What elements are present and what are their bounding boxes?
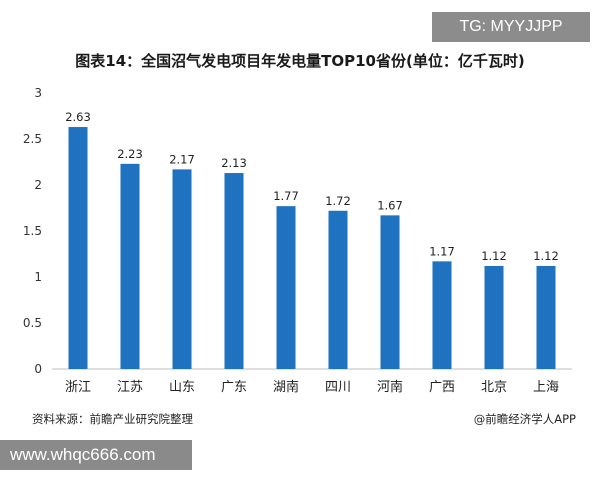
bar xyxy=(380,215,400,369)
data-label: 1.12 xyxy=(533,249,559,263)
y-tick-label: 3 xyxy=(34,86,42,100)
bar xyxy=(536,265,556,369)
data-label: 1.12 xyxy=(481,249,507,263)
source-note: 资料来源：前瞻产业研究院整理 xyxy=(32,412,193,426)
data-label: 2.13 xyxy=(221,156,247,170)
x-tick-label: 浙江 xyxy=(65,380,91,395)
data-label: 1.72 xyxy=(325,194,351,208)
y-tick-label: 2 xyxy=(34,178,42,192)
data-label: 2.17 xyxy=(169,152,195,166)
data-label: 2.23 xyxy=(117,147,143,161)
y-tick-label: 1.5 xyxy=(23,224,42,238)
x-tick-label: 广西 xyxy=(429,380,455,395)
y-tick-label: 1 xyxy=(34,270,42,284)
y-tick-label: 0.5 xyxy=(23,316,42,330)
watermark-badge-bottom: www.whqc666.com xyxy=(0,440,192,470)
bar xyxy=(484,265,504,369)
data-label: 1.77 xyxy=(273,189,299,203)
bar-chart: 0 0.5 1 1.5 2 2.5 3 2.63 浙江 2.23 江苏 2.17 山东 2.13 广东 1.7… xyxy=(23,86,572,395)
bar xyxy=(68,127,88,369)
bar xyxy=(224,173,244,369)
x-tick-label: 上海 xyxy=(533,380,559,395)
x-tick-label: 江苏 xyxy=(117,379,143,395)
y-tick-label: 2.5 xyxy=(23,132,42,146)
bar xyxy=(432,261,452,369)
data-label: 2.63 xyxy=(65,110,91,124)
x-tick-label: 广东 xyxy=(221,380,247,395)
watermark-badge-top: TG: MYYJJPP xyxy=(432,12,590,42)
bar xyxy=(276,206,296,369)
y-tick-label: 0 xyxy=(34,362,42,376)
data-label: 1.67 xyxy=(377,198,403,212)
bar xyxy=(328,210,348,369)
x-tick-label: 北京 xyxy=(481,380,507,395)
x-tick-label: 四川 xyxy=(325,380,351,395)
bar xyxy=(172,169,192,369)
bar xyxy=(120,163,140,369)
chart-title: 图表14：全国沼气发电项目年发电量TOP10省份(单位：亿千瓦时) xyxy=(75,52,525,70)
credit-note: @前瞻经济学人APP xyxy=(473,412,576,426)
x-tick-label: 山东 xyxy=(169,380,195,395)
x-tick-label: 湖南 xyxy=(273,379,299,395)
x-tick-label: 河南 xyxy=(377,379,403,395)
data-label: 1.17 xyxy=(429,244,455,258)
